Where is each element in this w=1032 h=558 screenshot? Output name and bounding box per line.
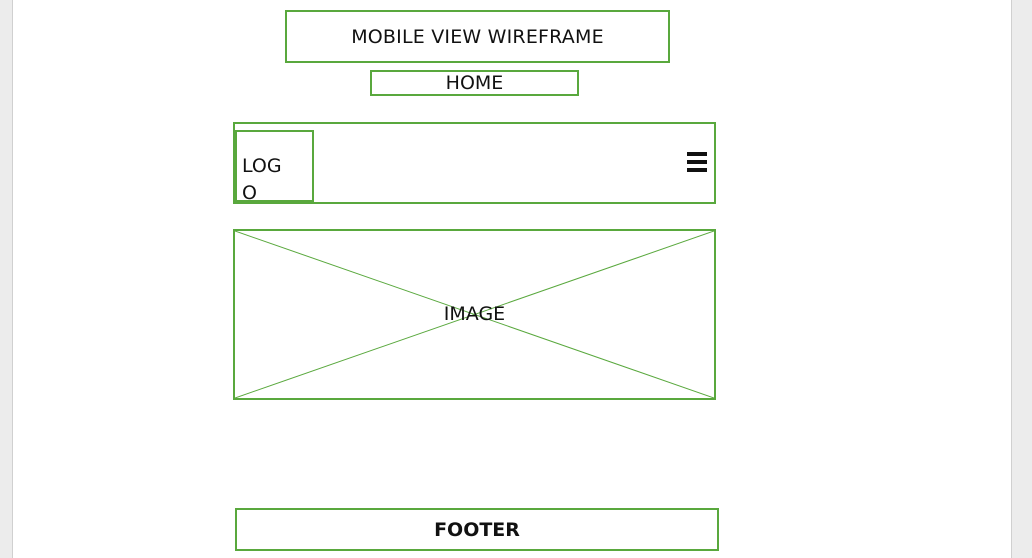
page-label-home: HOME: [370, 70, 579, 96]
logo-text: LOGO: [242, 155, 282, 202]
cross-line-up: [235, 231, 714, 398]
wireframe-title: MOBILE VIEW WIREFRAME: [285, 10, 670, 63]
image-label: IMAGE: [443, 303, 506, 325]
hamburger-line: [687, 168, 707, 172]
wireframe-canvas: MOBILE VIEW WIREFRAME HOME LOGO IMAGE FO…: [12, 0, 1012, 558]
logo-placeholder: LOGO: [235, 130, 314, 202]
header-bar: LOGO: [233, 122, 716, 204]
hamburger-line: [687, 160, 707, 164]
hamburger-line: [687, 152, 707, 156]
image-placeholder-cross: [235, 231, 714, 398]
hamburger-menu-icon[interactable]: [687, 152, 707, 172]
image-placeholder: IMAGE: [233, 229, 716, 400]
footer-bar: FOOTER: [235, 508, 719, 551]
